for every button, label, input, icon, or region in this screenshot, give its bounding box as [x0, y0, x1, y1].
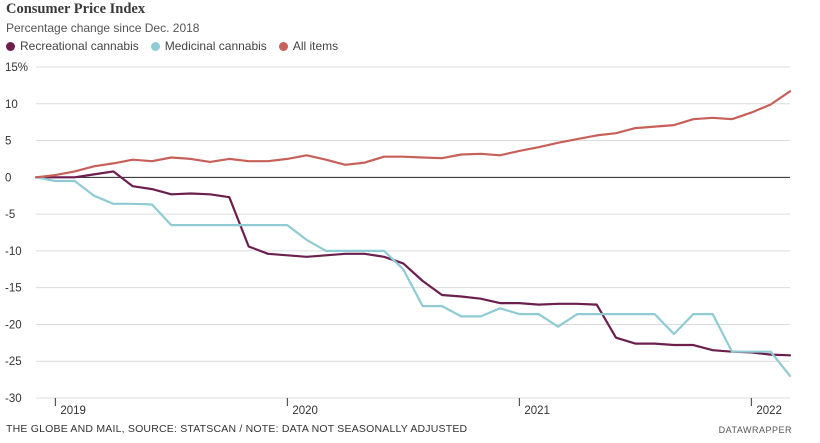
y-tick-label: -15	[5, 283, 22, 295]
datawrapper-credit: DATAWRAPPER	[718, 425, 792, 435]
legend-dot-recreational	[6, 41, 15, 51]
chart-legend: Recreational cannabis Medicinal cannabis…	[6, 39, 338, 53]
legend-item-medicinal: Medicinal cannabis	[150, 39, 267, 53]
x-tick-label: 2020	[292, 405, 318, 417]
x-tick-label: 2019	[60, 405, 86, 417]
y-tick-label: -5	[5, 209, 15, 221]
legend-label-medicinal: Medicinal cannabis	[164, 39, 267, 53]
line-chart: 15% 10 5 0 -5 -10 -15 -20 -25 -30 2019 2020 2021 2022	[5, 62, 792, 417]
series-line-all-items	[34, 90, 792, 179]
series-line-recreational-cannabis	[34, 170, 792, 357]
legend-label-recreational: Recreational cannabis	[20, 39, 139, 53]
y-tick-label: -20	[5, 319, 22, 331]
y-tick-label: -30	[5, 393, 22, 405]
chart-subtitle: Percentage change since Dec. 2018	[6, 21, 200, 35]
legend-item-recreational: Recreational cannabis	[6, 39, 139, 53]
legend-label-all-items: All items	[292, 39, 339, 53]
y-tick-label: -25	[5, 356, 22, 368]
legend-dot-medicinal	[150, 41, 160, 51]
y-tick-label: 15%	[5, 62, 28, 74]
y-tick-label: 0	[5, 172, 11, 184]
x-tick-label: 2021	[524, 405, 550, 417]
legend-dot-all-items	[278, 41, 288, 51]
chart-title: Consumer Price Index	[6, 1, 146, 17]
y-tick-label: 10	[5, 99, 18, 111]
series-line-medicinal-cannabis	[34, 176, 792, 377]
y-tick-label: 5	[5, 136, 11, 148]
legend-item-all-items: All items	[278, 39, 339, 53]
x-tick-label: 2022	[756, 405, 782, 417]
y-tick-label: -10	[5, 246, 22, 258]
source-note: THE GLOBE AND MAIL, SOURCE: STATSCAN / N…	[6, 423, 468, 435]
